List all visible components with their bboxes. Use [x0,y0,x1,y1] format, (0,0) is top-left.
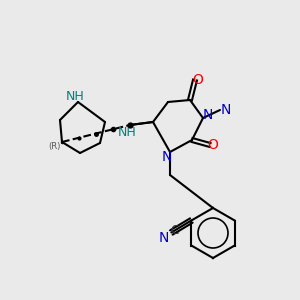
Text: N: N [221,103,231,117]
Text: NH: NH [118,127,136,140]
Text: O: O [193,73,203,87]
Text: N: N [162,150,172,164]
Text: NH: NH [66,89,84,103]
Text: (R): (R) [48,142,60,152]
Text: C: C [170,224,179,237]
Text: N: N [158,230,169,244]
Text: O: O [208,138,218,152]
Text: N: N [203,108,213,122]
